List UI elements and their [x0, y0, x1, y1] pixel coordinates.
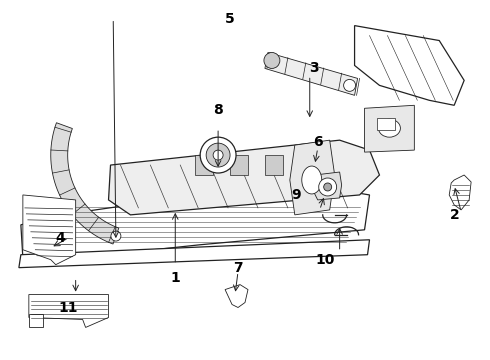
Text: 3: 3: [309, 62, 318, 76]
Text: 6: 6: [313, 135, 322, 149]
Circle shape: [324, 183, 332, 191]
Polygon shape: [225, 285, 248, 307]
Polygon shape: [365, 105, 415, 152]
Circle shape: [111, 231, 121, 241]
Polygon shape: [51, 123, 119, 244]
Text: 7: 7: [233, 261, 243, 275]
Text: 2: 2: [450, 208, 460, 222]
Polygon shape: [265, 53, 358, 95]
Circle shape: [318, 178, 337, 196]
Polygon shape: [355, 26, 464, 105]
Circle shape: [264, 53, 280, 68]
Polygon shape: [449, 175, 471, 210]
Circle shape: [213, 150, 223, 160]
Ellipse shape: [302, 166, 322, 194]
Text: 5: 5: [225, 12, 235, 26]
Text: 9: 9: [291, 188, 301, 202]
Polygon shape: [312, 172, 342, 200]
Text: 8: 8: [213, 103, 223, 117]
Bar: [230, 155, 248, 175]
Circle shape: [200, 137, 236, 173]
Bar: [195, 155, 213, 175]
Bar: [377, 118, 395, 130]
Bar: [265, 155, 283, 175]
Bar: [300, 155, 318, 175]
Text: 1: 1: [171, 271, 180, 285]
Polygon shape: [108, 140, 379, 215]
Polygon shape: [29, 315, 43, 328]
Text: 10: 10: [315, 253, 334, 267]
Polygon shape: [290, 140, 335, 215]
Text: 11: 11: [59, 301, 78, 315]
Polygon shape: [23, 195, 75, 265]
Polygon shape: [29, 294, 108, 328]
Polygon shape: [19, 240, 369, 268]
Circle shape: [206, 143, 230, 167]
Circle shape: [343, 80, 356, 91]
Ellipse shape: [378, 119, 400, 137]
Polygon shape: [21, 190, 369, 260]
Text: 4: 4: [56, 231, 66, 245]
